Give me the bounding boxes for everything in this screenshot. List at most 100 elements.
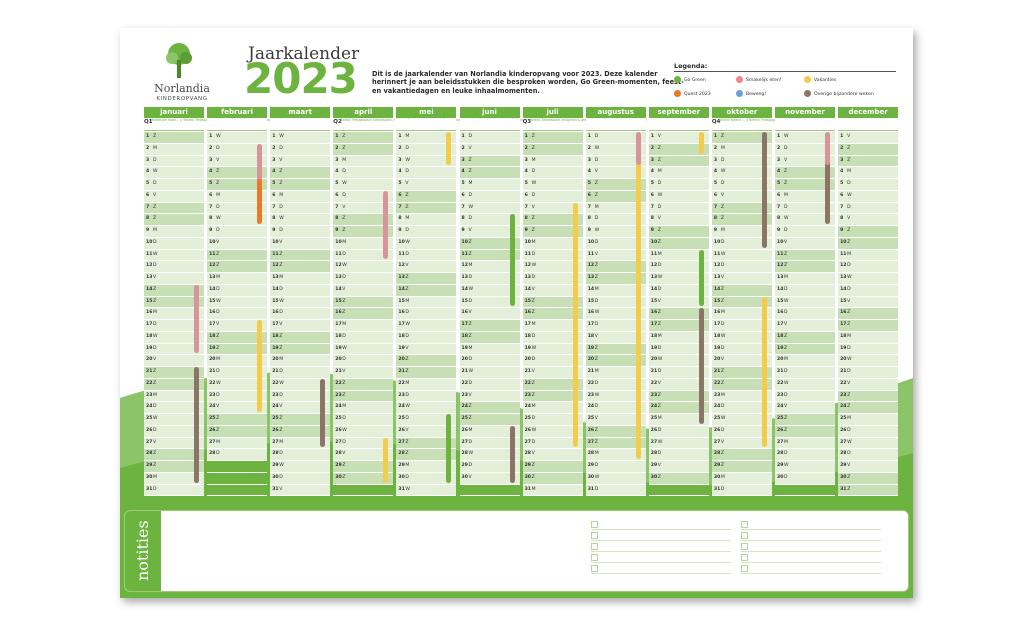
day-row[interactable]: 25 Z (207, 414, 268, 426)
day-row[interactable]: 23 Z (838, 390, 899, 403)
day-row[interactable]: 18 D (396, 331, 457, 344)
day-row[interactable]: 20 D (333, 355, 394, 367)
day-row[interactable]: 29 V (648, 461, 709, 473)
day-row[interactable]: 22 W (207, 378, 268, 391)
day-row[interactable]: 27 D (333, 437, 394, 450)
day-row[interactable]: 16 D (775, 308, 835, 320)
day-row[interactable]: 22 Z (711, 378, 772, 391)
day-row[interactable]: 16 Z (522, 308, 583, 320)
day-row[interactable]: 24 V (775, 402, 835, 414)
day-row[interactable]: 10 Z (648, 237, 709, 250)
day-row[interactable]: 28 Z (396, 449, 457, 461)
day-row[interactable]: 23 Z (333, 390, 394, 403)
day-row[interactable]: 20 M (207, 355, 268, 367)
day-row[interactable]: 14 D (270, 284, 331, 297)
day-row[interactable]: 10 D (585, 237, 646, 250)
checklist-item[interactable] (741, 552, 881, 563)
day-row[interactable]: 26 V (396, 425, 457, 438)
day-row[interactable]: 21 Z (396, 367, 457, 379)
day-row[interactable]: 11 Z (270, 249, 331, 262)
day-row[interactable]: 26 Z (270, 425, 331, 438)
day-row[interactable]: 30 D (396, 472, 457, 485)
day-row[interactable]: 13 M (207, 273, 268, 285)
day-row[interactable]: 19 W (522, 343, 583, 356)
day-row[interactable]: 22 Z (144, 378, 204, 391)
day-row[interactable]: 13 M (270, 273, 331, 285)
day-row[interactable]: 21 V (333, 367, 394, 379)
day-row[interactable]: 19 Z (207, 343, 268, 356)
day-row[interactable]: 10 D (711, 237, 772, 250)
day-row[interactable]: 20 M (775, 355, 835, 367)
day-row[interactable]: 24 Z (648, 402, 709, 414)
day-row[interactable]: 12 Z (270, 261, 331, 273)
day-row[interactable]: 18 M (838, 331, 899, 344)
day-row[interactable]: 18 Z (459, 331, 520, 344)
day-row[interactable]: 24 Z (459, 402, 520, 414)
day-row[interactable]: 20 Z (396, 355, 457, 367)
day-row[interactable]: 24 V (207, 402, 268, 414)
day-row[interactable]: 22 V (648, 378, 709, 391)
day-row[interactable]: 12 Z (775, 261, 835, 273)
day-row[interactable]: 29 M (396, 461, 457, 473)
day-row[interactable]: 11 D (396, 249, 457, 262)
day-row[interactable]: 13 D (522, 273, 583, 285)
day-row[interactable]: 18 Z (207, 331, 268, 344)
day-row[interactable]: 14 Z (396, 284, 457, 297)
day-row[interactable]: 18 W (711, 331, 772, 344)
checklist-item[interactable] (741, 519, 881, 530)
day-row[interactable] (207, 461, 268, 473)
day-row[interactable]: 30 W (585, 472, 646, 485)
day-row[interactable]: 13 D (333, 273, 394, 285)
day-row[interactable]: 24 V (270, 402, 331, 414)
day-row[interactable]: 20 W (648, 355, 709, 367)
day-row[interactable]: 25 Z (459, 414, 520, 426)
day-row[interactable]: 26 Z (775, 425, 835, 438)
day-row[interactable]: 30 Z (333, 472, 394, 485)
day-row[interactable]: 21 D (270, 367, 331, 379)
day-row[interactable]: 16 W (585, 308, 646, 320)
day-row[interactable]: 25 Z (270, 414, 331, 426)
day-row[interactable]: 11 Z (459, 249, 520, 262)
day-row[interactable]: 29 W (270, 461, 331, 473)
day-row[interactable]: 26 D (144, 425, 204, 438)
day-row[interactable] (459, 485, 520, 497)
day-row[interactable]: 11 M (648, 249, 709, 262)
day-row[interactable]: 28 V (333, 449, 394, 461)
day-row[interactable]: 27 D (522, 437, 583, 450)
day-row[interactable]: 22 V (838, 378, 899, 391)
